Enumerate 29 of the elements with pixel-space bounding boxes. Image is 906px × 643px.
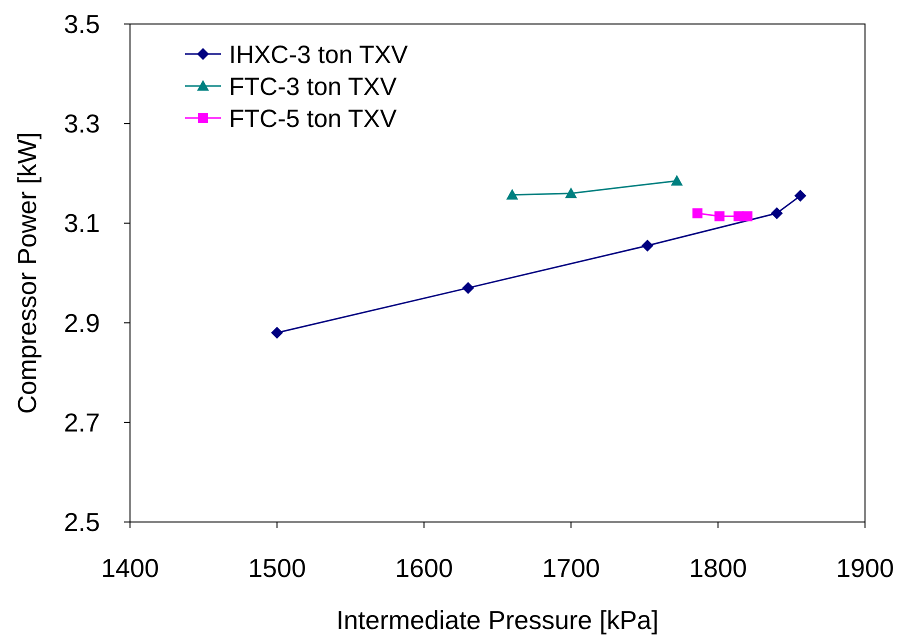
legend-label: FTC-3 ton TXV bbox=[229, 73, 397, 101]
legend-label: IHXC-3 ton TXV bbox=[229, 41, 408, 69]
point bbox=[742, 211, 752, 222]
x-tick-label: 1800 bbox=[689, 553, 747, 583]
y-tick-label: 2.9 bbox=[64, 308, 100, 338]
point bbox=[794, 190, 806, 202]
x-tick-label: 1700 bbox=[542, 553, 600, 583]
y-tick-label: 3.5 bbox=[64, 9, 100, 39]
point bbox=[714, 211, 724, 222]
x-tick-label: 1400 bbox=[101, 553, 159, 583]
x-axis-title: Intermediate Pressure [kPa] bbox=[336, 605, 659, 635]
y-tick-label: 2.5 bbox=[64, 507, 100, 537]
x-tick-label: 1900 bbox=[836, 553, 894, 583]
x-tick-label: 1600 bbox=[395, 553, 453, 583]
point bbox=[770, 207, 783, 220]
y-tick-label: 3.1 bbox=[64, 208, 100, 238]
y-axis-title: Compressor Power [kW] bbox=[12, 132, 42, 414]
point bbox=[565, 187, 577, 198]
point bbox=[692, 208, 702, 218]
y-tick-label: 3.3 bbox=[64, 108, 100, 139]
point bbox=[670, 174, 683, 186]
x-tick-label: 1500 bbox=[248, 553, 306, 583]
point bbox=[506, 188, 518, 200]
y-tick-label: 2.7 bbox=[64, 407, 100, 438]
point bbox=[462, 282, 474, 294]
point bbox=[734, 211, 744, 222]
legend-label: FTC-5 ton TXV bbox=[229, 105, 397, 133]
point bbox=[641, 240, 654, 252]
point bbox=[271, 326, 283, 339]
